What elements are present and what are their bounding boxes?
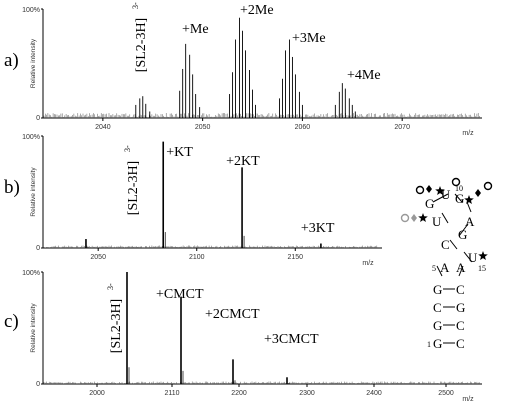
y-axis-label: Relative intensity: [30, 167, 37, 217]
ion-annotation: +CMCT: [156, 287, 204, 302]
y-axis-label: Relative intensity: [30, 303, 37, 353]
x-tick-label: 2110: [164, 390, 179, 397]
ion-charge-superscript: 3-: [106, 283, 115, 290]
rna-base: C: [441, 237, 450, 252]
diamond-gray-icon: [411, 214, 417, 222]
x-axis-label: m/z: [462, 130, 474, 137]
ion-annotation: +4Me: [347, 68, 381, 83]
y-tick-label: 0: [36, 381, 40, 388]
rna-base: G: [455, 191, 464, 206]
ion-annotation: +2CMCT: [205, 307, 260, 322]
ion-annotation: +3Me: [292, 31, 326, 46]
rna-base: U: [432, 214, 442, 229]
ion-charge-superscript: 3-: [131, 2, 140, 9]
cmct-circle-icon: [451, 177, 461, 187]
ion-annotation: +KT: [166, 145, 193, 160]
cmct-circle-icon: [415, 185, 425, 195]
y-tick-label: 0: [36, 245, 40, 252]
rna-base: A: [440, 260, 450, 275]
ion-annotation: [SL2-3H]: [134, 18, 149, 72]
panel-label: a): [4, 50, 19, 71]
rna-structure: G U G U A C G U A A G C C G G C G C 10 5…: [400, 177, 493, 351]
rna-position-number: 15: [478, 264, 486, 273]
diamond-icon: [475, 189, 481, 197]
x-tick-label: 2040: [95, 124, 111, 131]
ion-annotation: [SL2-3H]: [109, 299, 124, 353]
panel-label: b): [4, 177, 20, 198]
star-icon: [418, 213, 428, 222]
ion-annotation: +Me: [182, 22, 209, 37]
rna-position-number: 5: [432, 264, 436, 273]
diamond-icon: [426, 185, 432, 193]
y-axis-label: Relative intensity: [30, 38, 37, 88]
ion-annotation: +3CMCT: [264, 332, 319, 347]
x-tick-label: 2500: [438, 390, 454, 397]
rna-base: U: [468, 250, 478, 265]
y-tick-label: 100%: [22, 270, 40, 277]
x-tick-label: 2200: [231, 390, 247, 397]
ion-annotation: +2Me: [240, 3, 274, 18]
y-tick-label: 100%: [22, 134, 40, 141]
star-icon: [435, 186, 445, 195]
star-icon: [464, 195, 474, 204]
spectrum-panel: 100% 0 Relative intensity 2050 2100 2150 m/z b)…: [4, 134, 382, 267]
spectrum-panel: 100% 0 Relative intensity 2040 2050 2060 2070 m…: [4, 2, 482, 137]
rna-base: G: [433, 336, 442, 351]
rna-base: C: [433, 300, 442, 315]
rna-base: C: [456, 336, 465, 351]
cmct-circle-icon: [483, 181, 493, 191]
rna-backbone-lines: [432, 193, 473, 344]
rna-base: A: [465, 214, 475, 229]
rna-base: G: [433, 318, 442, 333]
y-tick-label: 0: [36, 115, 40, 122]
modification-markers: [400, 177, 493, 260]
ion-annotation: +3KT: [301, 221, 335, 236]
ion-annotation: +2KT: [226, 154, 260, 169]
rna-bases: G U G U A C G U A A G C C G G C G C 10 5…: [425, 184, 486, 351]
rna-base: C: [456, 282, 465, 297]
rna-base: C: [456, 318, 465, 333]
cmct-circle-gray-icon: [400, 213, 410, 223]
spectra-panels: 100% 0 Relative intensity 2040 2050 2060 2070 m…: [4, 2, 482, 403]
ion-charge-superscript: 3-: [123, 145, 132, 152]
x-tick-label: 2150: [287, 254, 303, 261]
rna-base: G: [433, 282, 442, 297]
x-tick-label: 2060: [295, 124, 311, 131]
spectrum-panel: 100% 0 Relative intensity 2000 2110 2200 2300 2…: [4, 270, 482, 403]
ion-annotation: [SL2-3H]: [126, 161, 141, 215]
rna-position-number: 1: [427, 340, 431, 349]
baseline-noise: [43, 245, 380, 248]
x-tick-label: 2100: [189, 254, 205, 261]
y-tick-label: 100%: [22, 7, 40, 14]
rna-position-number: 10: [455, 184, 463, 193]
panel-label: c): [4, 311, 19, 332]
star-icon: [478, 251, 488, 260]
rna-base: A: [456, 260, 466, 275]
x-axis-label: m/z: [462, 396, 474, 403]
baseline-noise: [43, 113, 480, 118]
x-axis-label: m/z: [362, 260, 374, 267]
rna-base: U: [441, 187, 451, 202]
baseline-noise: [43, 381, 480, 384]
rna-base: G: [458, 227, 467, 242]
x-tick-label: 2050: [90, 254, 106, 261]
rna-base: G: [456, 300, 465, 315]
rna-base: G: [425, 196, 434, 211]
x-tick-label: 2050: [195, 124, 211, 131]
x-tick-label: 2400: [366, 390, 382, 397]
x-tick-label: 2000: [89, 390, 105, 397]
x-tick-label: 2300: [299, 390, 315, 397]
x-tick-label: 2070: [394, 124, 410, 131]
